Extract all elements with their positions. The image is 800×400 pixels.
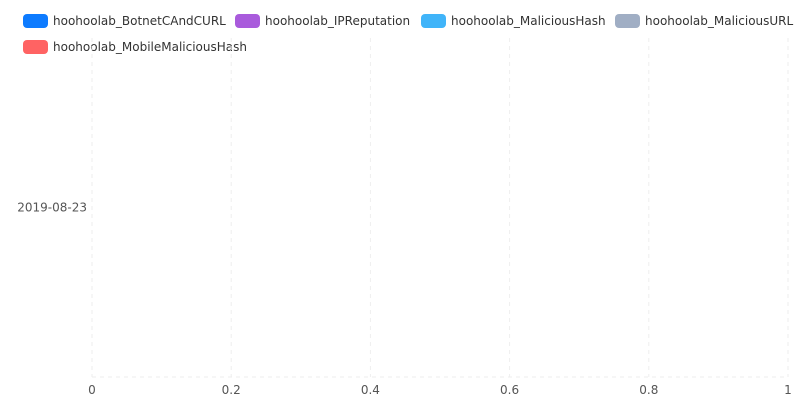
- chart-legend: hoohoolab_BotnetCAndCURL hoohoolab_IPRep…: [0, 0, 800, 60]
- legend-label: hoohoolab_MobileMaliciousHash: [53, 40, 247, 54]
- x-tick-label: 1: [784, 383, 792, 397]
- legend-item-ipreputation[interactable]: hoohoolab_IPReputation: [235, 13, 410, 29]
- legend-label: hoohoolab_IPReputation: [265, 14, 411, 28]
- legend-label: hoohoolab_MaliciousURL: [645, 14, 794, 28]
- legend-item-malicioushash[interactable]: hoohoolab_MaliciousHash: [421, 13, 606, 29]
- legend-label: hoohoolab_MaliciousHash: [451, 14, 606, 28]
- legend-item-mobilemalicioushash[interactable]: hoohoolab_MobileMaliciousHash: [23, 39, 247, 55]
- legend-swatch: [615, 14, 640, 28]
- legend-item-maliciousurl[interactable]: hoohoolab_MaliciousURL: [615, 13, 793, 29]
- legend-label: hoohoolab_BotnetCAndCURL: [53, 14, 226, 28]
- axis-layer: 0 0.2 0.4 0.6 0.8 1 2019-08-23: [17, 201, 792, 398]
- x-tick-label: 0.6: [500, 383, 519, 397]
- x-tick-label: 0: [88, 383, 96, 397]
- legend-swatch: [23, 14, 48, 28]
- legend-swatch: [421, 14, 446, 28]
- legend-item-botnetcandcurl[interactable]: hoohoolab_BotnetCAndCURL: [23, 13, 226, 29]
- x-tick-label: 0.2: [222, 383, 241, 397]
- x-tick-label: 0.8: [639, 383, 658, 397]
- x-tick-label: 0.4: [361, 383, 380, 397]
- legend-swatch: [235, 14, 260, 28]
- y-category-label: 2019-08-23: [17, 201, 87, 215]
- grid-layer: [91, 38, 789, 378]
- legend-swatch: [23, 40, 48, 54]
